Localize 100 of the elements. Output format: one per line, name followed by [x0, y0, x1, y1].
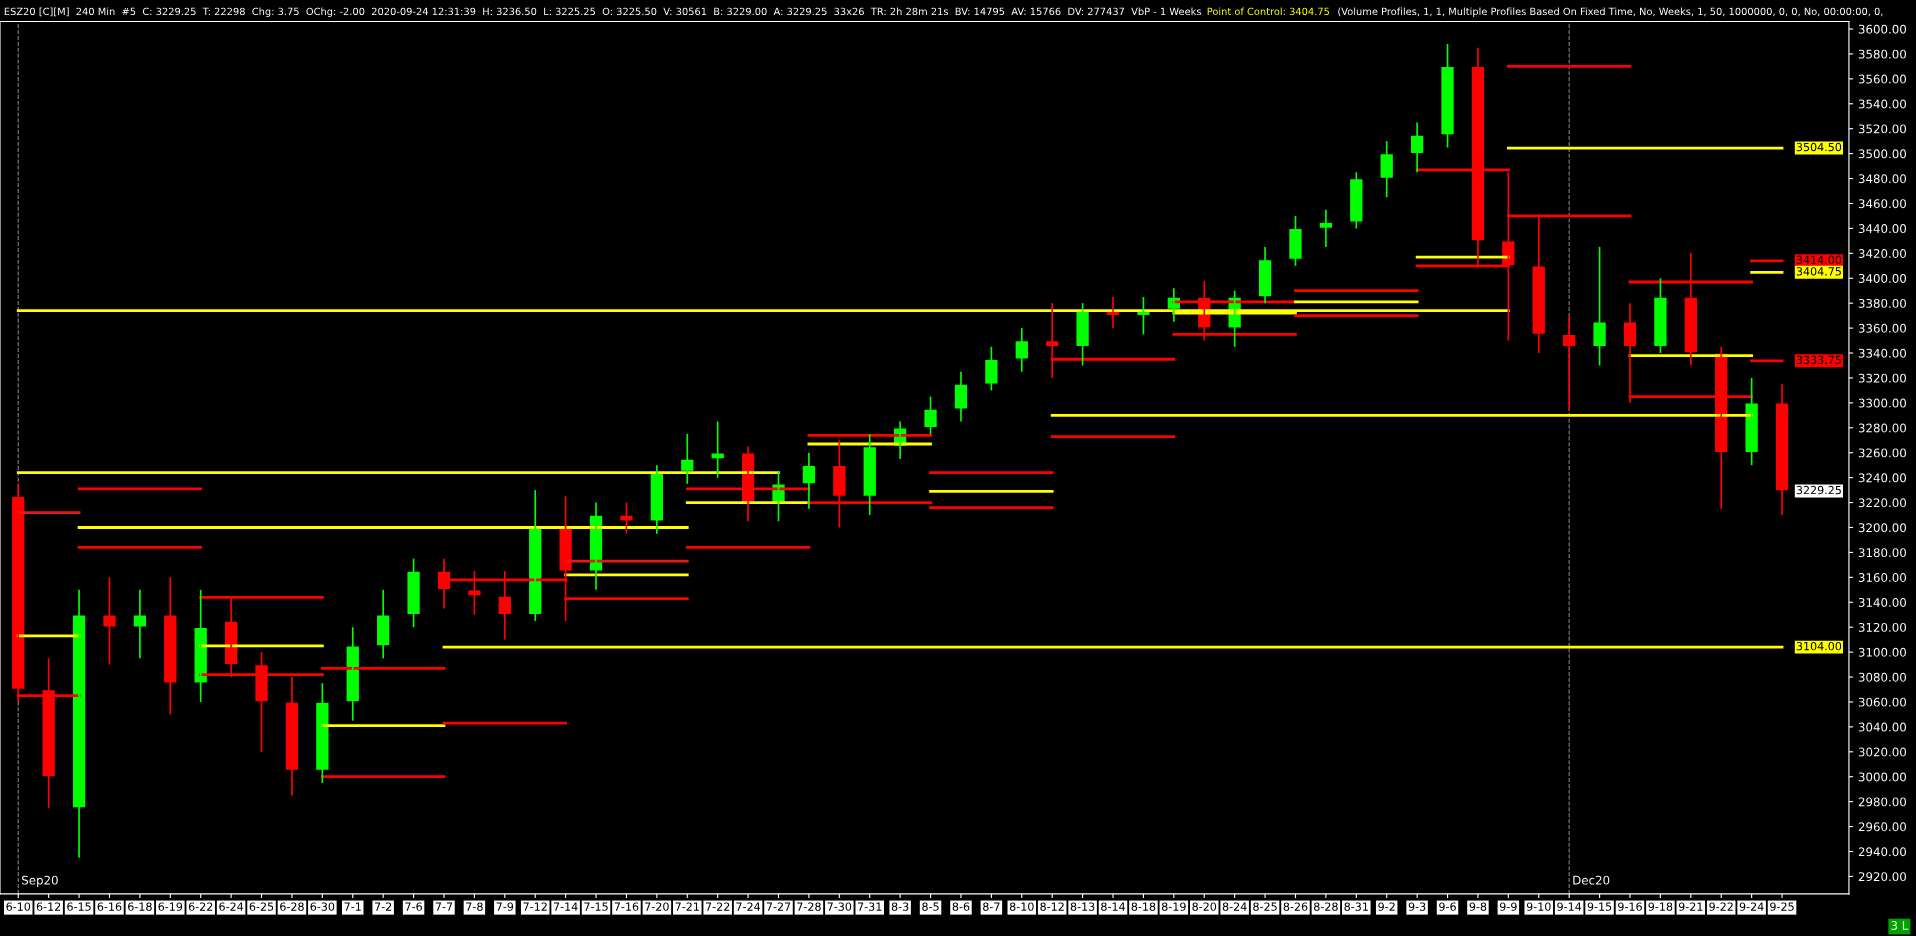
x-tick-label: 8-20	[1192, 902, 1217, 911]
x-tick-label: 6-30	[310, 902, 335, 911]
chart-subtitle: Point of Control: 3404.75	[1207, 7, 1330, 16]
x-tick-label: 7-31	[858, 902, 882, 911]
x-tick-label: 7-15	[584, 902, 608, 911]
x-tick-label: 8-25	[1253, 902, 1277, 911]
y-tick-label: 3280.00	[1858, 423, 1906, 433]
x-tick-label: 7-8	[466, 902, 483, 911]
x-tick-label: 9-24	[1739, 902, 1764, 911]
y-tick-label: 3420.00	[1858, 249, 1906, 258]
y-tick-label: 2940.00	[1858, 847, 1906, 857]
x-tick-label: 7-16	[614, 902, 639, 911]
y-tick-label: 3200.00	[1858, 523, 1906, 533]
x-tick-label: 7-30	[827, 902, 852, 911]
x-tick-label: 7-20	[645, 902, 669, 911]
y-tick-label: 3400.00	[1858, 273, 1906, 283]
y-tick-label: 3300.00	[1858, 398, 1906, 408]
x-tick-label: 6-12	[36, 902, 61, 911]
y-tick-label: 3120.00	[1858, 622, 1906, 632]
y-tick-label: 3180.00	[1858, 548, 1906, 558]
annotation: 3414.00	[1796, 255, 1842, 265]
x-tick-label: 7-24	[736, 902, 761, 911]
x-tick-label: 8-10	[1009, 902, 1034, 911]
x-tick-label: 9-21	[1678, 902, 1703, 911]
annotation: 3504.50	[1796, 142, 1842, 152]
annotation: 3104.00	[1796, 641, 1842, 651]
y-tick-label: 3080.00	[1858, 672, 1906, 682]
x-tick-label: 9-15	[1587, 902, 1612, 911]
x-tick-label: 9-25	[1770, 902, 1794, 911]
x-tick-label: 9-3	[1408, 902, 1426, 911]
x-tick-label: 9-18	[1648, 902, 1673, 911]
x-tick-label: 7-27	[766, 902, 791, 911]
x-tick-label: 9-16	[1618, 902, 1642, 911]
text: 3 L	[1891, 921, 1909, 930]
x-tick-label: 9-8	[1469, 902, 1487, 911]
x-tick-label: 7-6	[405, 902, 422, 911]
y-tick-label: 3380.00	[1858, 298, 1906, 308]
annotation: 3333.75	[1796, 355, 1841, 365]
x-tick-label: 6-24	[219, 902, 244, 911]
y-tick-label: 3560.00	[1858, 74, 1906, 84]
x-tick-label: 6-22	[188, 902, 213, 911]
y-tick-label: 3060.00	[1858, 697, 1906, 707]
ref-line-label: Sep20	[22, 875, 58, 887]
x-tick-label: 8-18	[1131, 902, 1156, 911]
y-tick-label: 3480.00	[1858, 174, 1906, 184]
y-tick-label: 2960.00	[1858, 822, 1906, 832]
x-tick-label: 8-13	[1070, 902, 1095, 911]
x-tick-label: 7-2	[375, 902, 392, 911]
x-tick-label: 8-14	[1101, 902, 1125, 911]
x-tick-label: 7-28	[797, 902, 821, 911]
x-tick-label: 8-26	[1283, 902, 1308, 911]
y-tick-label: 3440.00	[1858, 224, 1906, 234]
x-tick-label: 6-15	[67, 902, 91, 911]
x-tick-label: 9-10	[1526, 902, 1551, 911]
y-tick-label: 3500.00	[1858, 149, 1906, 159]
y-tick-label: 3460.00	[1858, 199, 1906, 209]
y-tick-label: 3260.00	[1858, 448, 1906, 458]
y-tick-label: 3520.00	[1858, 124, 1906, 134]
y-tick-label: 3020.00	[1858, 747, 1906, 757]
text: (Volume Profiles, 1, 1, Multiple Profiles Based On Fixed Time, No, Weeks, 1, 50, 1000000, 0, 0, No, 00:00:00, 0,	[1338, 7, 1883, 18]
y-tick-label: 3540.00	[1858, 99, 1906, 109]
x-tick-label: 6-16	[97, 902, 122, 911]
y-tick-label: 3000.00	[1858, 772, 1906, 782]
x-tick-label: 8-31	[1344, 902, 1368, 911]
annotation: 3229.25	[1796, 485, 1841, 495]
x-tick-label: 9-2	[1378, 902, 1395, 911]
y-tick-label: 3040.00	[1858, 722, 1906, 732]
y-tick-label: 3360.00	[1858, 323, 1906, 333]
x-tick-label: 7-14	[553, 902, 578, 911]
x-tick-label: 8-5	[922, 902, 939, 911]
x-tick-label: 7-12	[523, 902, 547, 911]
x-tick-label: 6-19	[158, 902, 183, 911]
x-tick-label: 7-1	[344, 902, 361, 911]
annotation: 3404.75	[1796, 267, 1841, 276]
x-tick-label: 8-12	[1040, 902, 1064, 911]
y-tick-label: 3100.00	[1858, 647, 1906, 657]
y-tick-label: 3160.00	[1858, 573, 1906, 582]
x-tick-label: 9-9	[1499, 902, 1517, 911]
x-tick-label: 7-22	[705, 902, 730, 911]
x-tick-label: 9-14	[1557, 902, 1582, 911]
y-tick-label: 3600.00	[1858, 24, 1906, 34]
y-tick-label: 3140.00	[1858, 597, 1906, 607]
y-tick-label: 2920.00	[1858, 872, 1906, 882]
y-tick-label: 3220.00	[1858, 498, 1906, 508]
x-tick-label: 8-3	[891, 902, 909, 911]
x-tick-label: 8-6	[952, 902, 970, 911]
x-tick-label: 6-28	[280, 902, 304, 911]
x-tick-label: 6-10	[6, 902, 31, 911]
x-tick-label: 8-7	[983, 902, 1000, 911]
y-tick-label: 2980.00	[1858, 797, 1906, 807]
y-tick-label: 3340.00	[1858, 348, 1906, 358]
x-tick-label: 9-6	[1439, 902, 1456, 911]
chart-title: ESZ20 [C][M] 240 Min #5 C: 3229.25 T: 22298 Chg: 3.75 OChg: -2.00 2020-09-24 12:31:39 H: 3236.50 L: 3225.25 O: 3225.50 V: 30561 B: 3229.00 A: 3229.25 33x26 TR: 2h 28m 21s BV: 14795 AV: 15766 DV: 277437 VbP - 1 Weeks	[4, 7, 1202, 18]
y-tick-label: 3580.00	[1858, 49, 1906, 59]
x-tick-label: 7-7	[435, 902, 453, 911]
x-tick-label: 9-22	[1709, 902, 1733, 911]
x-tick-label: 6-25	[249, 902, 274, 911]
x-tick-label: 8-19	[1161, 902, 1186, 911]
x-tick-label: 6-18	[128, 902, 152, 911]
x-tick-label: 8-24	[1222, 902, 1247, 911]
